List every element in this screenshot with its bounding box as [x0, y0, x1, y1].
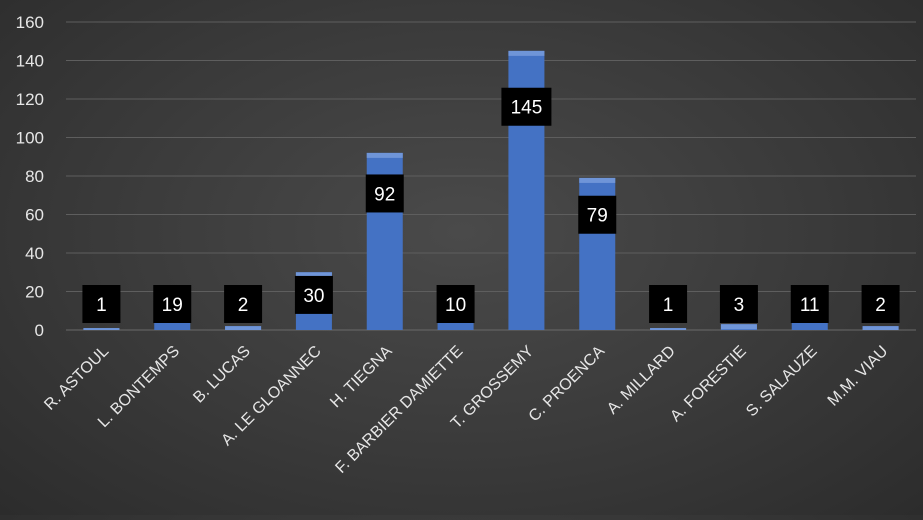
data-label: 19: [162, 295, 183, 316]
data-label-box: [578, 195, 617, 234]
bar-highlight: [508, 50, 545, 56]
data-label: 1: [96, 295, 107, 316]
data-label: 10: [445, 295, 466, 316]
data-label-box: [82, 285, 121, 323]
x-tick-label: C. PROENCA: [526, 343, 609, 426]
x-tick-label: R. ASTOUL: [41, 343, 112, 414]
bar-highlight: [862, 326, 899, 330]
bar-highlight: [83, 328, 120, 330]
data-label-box: [790, 285, 829, 323]
y-tick-label: 60: [25, 206, 44, 225]
data-label: 11: [800, 295, 820, 316]
x-tick-label: M.M. VIAU: [825, 343, 892, 410]
x-tick-label: S. SALAUZE: [743, 343, 820, 420]
bar-highlight: [366, 152, 403, 158]
y-tick-label: 0: [35, 321, 44, 340]
data-label-box: [649, 285, 688, 323]
y-tick-label: 20: [25, 283, 44, 302]
x-tick-label: B. LUCAS: [190, 343, 254, 407]
x-tick-label: F. BARBIER DAMIETTE: [332, 343, 466, 477]
y-tick-label: 100: [16, 129, 44, 148]
data-label-box: [501, 87, 552, 126]
bar-highlight: [225, 326, 262, 330]
bar-highlight: [720, 324, 757, 330]
bar-highlight: [295, 272, 332, 278]
data-label-box: [861, 285, 900, 323]
bar-highlight: [579, 177, 616, 183]
data-label: 2: [238, 295, 249, 316]
data-label: 1: [663, 295, 674, 316]
gridlines: [66, 21, 916, 331]
y-tick-label: 40: [25, 244, 44, 263]
y-tick-label: 120: [16, 90, 44, 109]
data-label-box: [224, 285, 263, 323]
x-tick-label: H. TIEGNA: [327, 343, 396, 412]
x-tick-label: A. MILLARD: [604, 343, 679, 418]
data-label-box: [436, 285, 475, 323]
y-tick-label: 160: [16, 13, 44, 32]
bar-highlight: [650, 328, 687, 330]
data-label: 30: [303, 286, 324, 307]
data-label-box: [365, 174, 404, 213]
y-tick-label: 140: [16, 52, 44, 71]
data-label: 79: [587, 206, 608, 227]
y-tick-label: 80: [25, 167, 44, 186]
y-axis-tick-labels: 0 20 40 60 80 100 120 140 160: [16, 13, 44, 340]
data-label-box: [294, 275, 333, 314]
bars: [83, 50, 899, 330]
data-label: 92: [374, 184, 395, 205]
data-label: 3: [734, 295, 745, 316]
data-label: 145: [511, 98, 543, 119]
data-label: 2: [875, 295, 886, 316]
data-label-box: [719, 285, 758, 323]
x-tick-label: A. FORESTIE: [667, 343, 749, 425]
data-label-box: [153, 285, 192, 323]
